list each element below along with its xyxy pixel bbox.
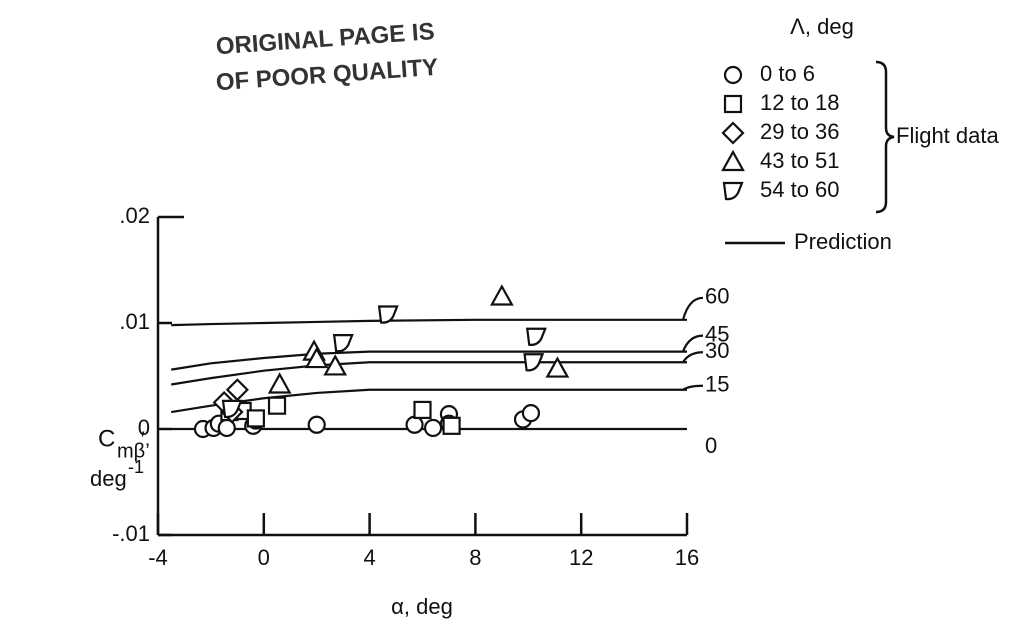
prediction-line <box>171 361 687 386</box>
marker <box>405 415 424 434</box>
x-label: α, deg <box>391 594 453 619</box>
legend-label: 29 to 36 <box>760 119 840 144</box>
marker <box>413 400 432 420</box>
legend-label: 54 to 60 <box>760 177 840 202</box>
line-label: 0 <box>705 433 717 458</box>
y-label-symbol: C <box>98 425 115 452</box>
y-tick-label: .01 <box>119 309 150 334</box>
legend-label: 12 to 18 <box>760 90 840 115</box>
legend-brace <box>875 60 895 214</box>
prediction-line <box>171 350 687 371</box>
x-tick-label: 16 <box>675 545 699 570</box>
y-tick-label: -.01 <box>112 521 150 546</box>
legend-marker <box>723 65 743 85</box>
marker <box>304 346 329 369</box>
marker <box>521 404 541 423</box>
legend-label: 0 to 6 <box>760 61 815 86</box>
x-tick-label: 4 <box>363 545 375 570</box>
legend-marker <box>723 94 743 114</box>
marker <box>423 418 443 438</box>
y-label-unit: deg <box>90 466 127 491</box>
marker <box>332 334 354 353</box>
stamp-line: OF POOR QUALITY <box>215 54 439 96</box>
line-label: 30 <box>705 338 729 363</box>
marker <box>523 353 545 372</box>
line-label: 15 <box>705 372 729 397</box>
y-label-suffix: ′, <box>141 428 150 450</box>
line-label: 60 <box>705 284 729 309</box>
marker <box>221 399 243 419</box>
legend-marker <box>721 149 745 172</box>
x-tick-label: 0 <box>258 545 270 570</box>
x-tick-label: 12 <box>569 545 593 570</box>
marker <box>246 409 265 428</box>
marker <box>225 378 249 402</box>
prediction-line <box>171 318 687 327</box>
x-tick-label: -4 <box>148 545 168 570</box>
legend-title: Λ, deg <box>790 14 854 39</box>
marker <box>442 416 461 435</box>
legend-label: 43 to 51 <box>760 148 840 173</box>
x-tick-label: 8 <box>469 545 481 570</box>
marker <box>545 356 570 378</box>
marker <box>489 284 514 306</box>
y-tick-label: .02 <box>119 203 150 228</box>
y-tick-label: 0 <box>138 415 150 440</box>
y-label-exponent: -1 <box>128 457 144 477</box>
marker <box>267 396 287 415</box>
legend-label: Prediction <box>794 229 892 254</box>
label-leader <box>681 296 704 321</box>
stamp-line: ORIGINAL PAGE IS <box>215 18 435 60</box>
line-label: 45 <box>705 321 729 346</box>
marker <box>307 415 326 434</box>
label-leader <box>681 334 704 353</box>
label-leader <box>682 384 704 391</box>
legend-marker <box>721 121 745 145</box>
marker <box>323 354 348 376</box>
legend-marker <box>722 181 744 201</box>
marker <box>267 372 292 394</box>
legend-group-label: Flight data <box>896 123 999 148</box>
marker <box>525 327 547 347</box>
marker <box>377 305 399 324</box>
y-label-subscript: mβ <box>117 440 145 462</box>
label-leader <box>682 351 704 363</box>
